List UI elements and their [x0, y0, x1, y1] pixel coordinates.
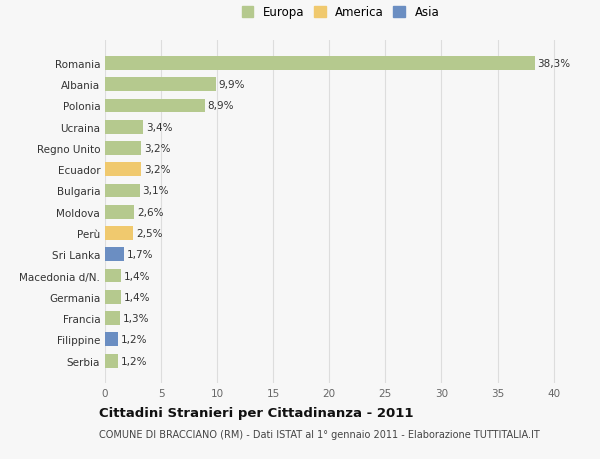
- Text: 1,2%: 1,2%: [121, 335, 148, 345]
- Text: 3,2%: 3,2%: [143, 165, 170, 175]
- Text: 1,3%: 1,3%: [122, 313, 149, 324]
- Text: 3,4%: 3,4%: [146, 123, 172, 132]
- Text: Cittadini Stranieri per Cittadinanza - 2011: Cittadini Stranieri per Cittadinanza - 2…: [99, 406, 413, 419]
- Bar: [105, 142, 141, 156]
- Bar: [105, 99, 205, 113]
- Text: 1,2%: 1,2%: [121, 356, 148, 366]
- Bar: [105, 163, 141, 177]
- Bar: [105, 333, 118, 347]
- Bar: [105, 121, 143, 134]
- Text: 1,4%: 1,4%: [124, 271, 150, 281]
- Text: 38,3%: 38,3%: [538, 59, 571, 69]
- Text: 8,9%: 8,9%: [208, 101, 234, 111]
- Bar: [105, 184, 140, 198]
- Text: 1,4%: 1,4%: [124, 292, 150, 302]
- Bar: [105, 312, 119, 325]
- Bar: [105, 57, 535, 71]
- Bar: [105, 354, 118, 368]
- Bar: [105, 269, 121, 283]
- Text: 3,1%: 3,1%: [143, 186, 169, 196]
- Bar: [105, 205, 134, 219]
- Text: 9,9%: 9,9%: [219, 80, 245, 90]
- Text: 2,5%: 2,5%: [136, 229, 163, 239]
- Text: 1,7%: 1,7%: [127, 250, 154, 260]
- Text: 2,6%: 2,6%: [137, 207, 163, 217]
- Text: COMUNE DI BRACCIANO (RM) - Dati ISTAT al 1° gennaio 2011 - Elaborazione TUTTITAL: COMUNE DI BRACCIANO (RM) - Dati ISTAT al…: [99, 429, 540, 439]
- Text: 3,2%: 3,2%: [143, 144, 170, 154]
- Bar: [105, 227, 133, 241]
- Legend: Europa, America, Asia: Europa, America, Asia: [238, 3, 443, 23]
- Bar: [105, 248, 124, 262]
- Bar: [105, 290, 121, 304]
- Bar: [105, 78, 216, 92]
